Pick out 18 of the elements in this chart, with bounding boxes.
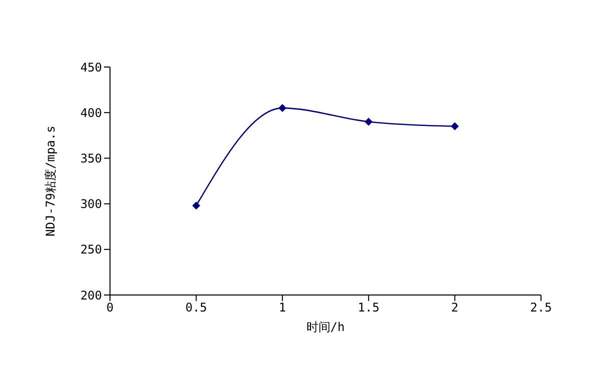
point <box>450 122 459 130</box>
x-axis-title: 时间/h <box>306 320 345 334</box>
x-tick-label: 2.5 <box>530 300 552 315</box>
x-tick-label: 1 <box>278 300 286 315</box>
y-tick-label: 200 <box>80 288 102 302</box>
point <box>364 118 373 126</box>
x-tick-label: 0.5 <box>185 300 208 315</box>
y-tick-label: 300 <box>80 197 102 212</box>
point <box>278 104 286 112</box>
y-tick-label: 450 <box>80 60 102 74</box>
y-tick-label: 250 <box>80 242 102 257</box>
x-tick-label: 1.5 <box>358 300 380 315</box>
x-tick-label: 0 <box>106 300 114 315</box>
x-tick-label: 2 <box>451 300 458 315</box>
y-tick-label: 350 <box>80 151 102 166</box>
point <box>192 202 200 210</box>
y-axis-title: NDJ-79粘度/mpa.s <box>43 126 58 236</box>
y-tick-label: 400 <box>80 106 102 120</box>
